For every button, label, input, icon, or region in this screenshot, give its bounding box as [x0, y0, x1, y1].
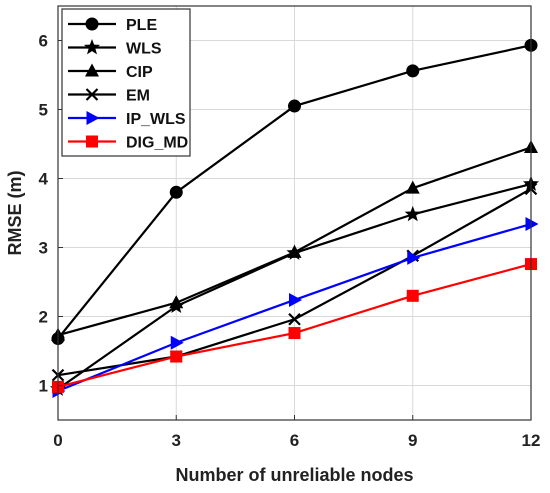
legend-entry: EM	[68, 88, 150, 105]
data-point-triangle-up-marker	[169, 295, 184, 309]
data-point-x-marker	[288, 312, 301, 326]
x-tick-label: 3	[172, 431, 181, 450]
legend-label: IP_WLS	[126, 111, 186, 128]
legend-square-marker	[86, 135, 98, 148]
legend: PLE WLS CIP EM IP_WLS DIG_MD	[61, 8, 191, 157]
x-tick-label: 6	[290, 431, 299, 450]
y-tick-label: 6	[39, 32, 48, 51]
data-point-triangle-right-marker	[170, 335, 184, 350]
x-axis-label: Number of unreliable nodes	[175, 465, 413, 485]
data-point-triangle-right-marker	[407, 250, 421, 265]
legend-entry: IP_WLS	[68, 111, 186, 128]
legend-circle-marker	[85, 17, 99, 31]
legend-label: WLS	[126, 41, 162, 58]
data-point-triangle-up-marker	[287, 244, 302, 258]
x-tick-label: 0	[53, 431, 62, 450]
legend-triangle-up-marker	[85, 63, 99, 77]
y-tick-label: 3	[39, 239, 48, 258]
y-axis-label: RMSE (m)	[5, 170, 25, 255]
x-tick-label: 9	[408, 431, 417, 450]
legend-box	[61, 8, 191, 157]
y-tick-label: 5	[39, 101, 48, 120]
data-point-circle-marker	[288, 99, 301, 113]
legend-label: DIG_MD	[126, 135, 188, 152]
data-point-square-marker	[288, 327, 301, 340]
y-tick-label: 1	[39, 377, 48, 396]
legend-entry: WLS	[68, 39, 162, 58]
data-point-square-marker	[170, 350, 183, 363]
legend-star-marker	[83, 39, 101, 55]
legend-label: CIP	[126, 64, 153, 81]
series-dig-md	[52, 258, 537, 393]
legend-entry: CIP	[68, 63, 153, 81]
data-point-triangle-right-marker	[289, 292, 302, 307]
data-point-star-marker	[404, 205, 421, 222]
legend-x-marker	[85, 88, 99, 101]
y-tick-label: 4	[39, 170, 49, 189]
data-point-triangle-up-marker	[405, 180, 420, 194]
x-tick-label: 12	[522, 431, 541, 450]
y-tick-label: 2	[39, 308, 48, 327]
data-point-square-marker	[406, 289, 419, 302]
legend-entry: PLE	[68, 17, 157, 34]
data-point-triangle-right-marker	[525, 217, 539, 232]
data-point-circle-marker	[406, 64, 420, 78]
legend-label: EM	[126, 88, 150, 105]
legend-triangle-right-marker	[86, 111, 100, 125]
legend-entry: DIG_MD	[68, 135, 188, 152]
legend-label: PLE	[126, 17, 157, 34]
data-point-circle-marker	[169, 185, 183, 199]
